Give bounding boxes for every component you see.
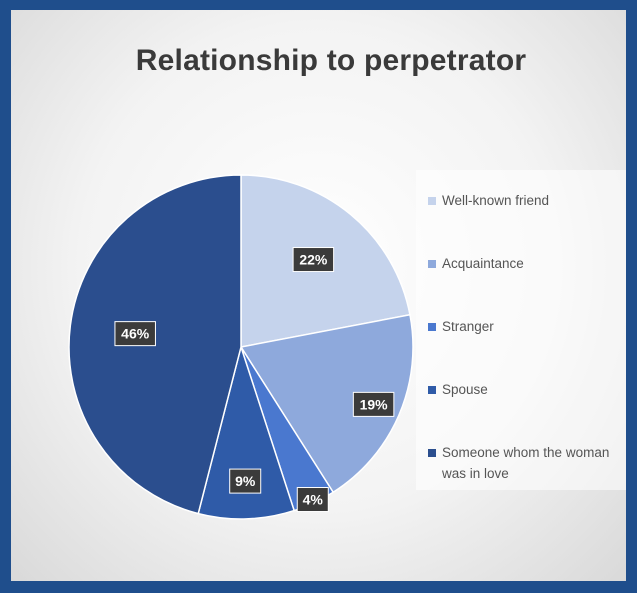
data-label-2: 19% <box>352 391 395 417</box>
data-label-4: 9% <box>229 468 262 494</box>
data-label-text: 4% <box>303 492 324 508</box>
pie-data-labels: 22% 19% 4% 9% 46% <box>114 247 395 513</box>
legend-label: Someone whom the woman was in love <box>442 445 610 481</box>
data-label-box <box>229 468 262 494</box>
legend-label: Well-known friend <box>442 193 550 208</box>
data-label-text: 19% <box>360 396 389 412</box>
data-label-5: 46% <box>114 321 156 347</box>
pie-slice-4 <box>197 344 296 520</box>
legend-item: Acquaintance <box>428 253 626 274</box>
data-label-3: 4% <box>296 487 329 513</box>
chart-panel: Relationship to perpetrator 22% 19% 4% 9% 46… <box>11 10 626 581</box>
legend-label: Stranger <box>442 319 494 334</box>
legend-item: Stranger <box>428 316 626 337</box>
data-label-box <box>296 487 329 513</box>
legend-swatch <box>428 197 436 205</box>
legend-item: Someone whom the woman was in love <box>428 442 626 484</box>
legend-swatch <box>428 260 436 268</box>
chart-legend: Well-known friend Acquaintance Stranger Spo… <box>416 170 626 490</box>
legend-swatch <box>428 386 436 394</box>
legend-label: Spouse <box>442 382 488 397</box>
legend-label: Acquaintance <box>442 256 524 271</box>
data-label-text: 9% <box>235 473 256 489</box>
legend-swatch <box>428 449 436 457</box>
chart-title: Relationship to perpetrator <box>135 44 527 77</box>
data-label-text: 22% <box>299 252 328 268</box>
legend-item: Spouse <box>428 379 626 400</box>
data-label-box <box>292 247 335 273</box>
data-label-text: 46% <box>121 326 150 342</box>
data-label-box <box>352 391 395 417</box>
pie-slice-2 <box>239 313 414 494</box>
pie-slices <box>68 174 414 520</box>
pie-chart: 22% 19% 4% 9% 46% <box>68 174 414 520</box>
data-label-box <box>114 321 156 347</box>
legend-item: Well-known friend <box>428 190 626 211</box>
legend-swatch <box>428 323 436 331</box>
data-label-1: 22% <box>292 247 335 273</box>
